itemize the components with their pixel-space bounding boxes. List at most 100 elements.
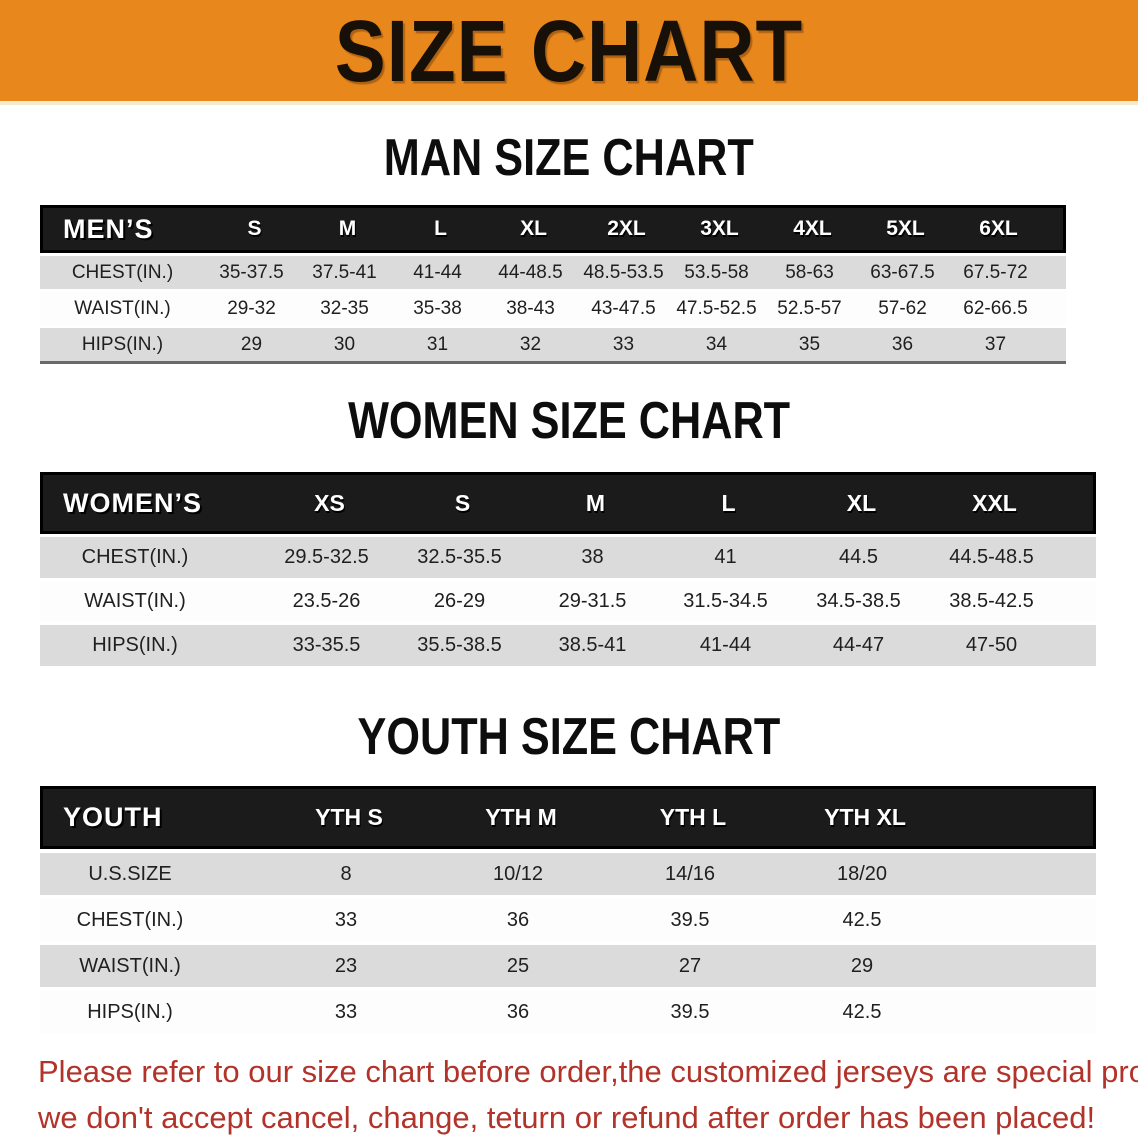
table-cell: 29	[240, 333, 263, 355]
row-label: CHEST(IN.)	[81, 546, 189, 568]
men-size-chart-section: MAN SIZE CHART MEN’S S M L XL 2XL 3XL 4XL 5XL 6XL C…	[0, 127, 1138, 364]
table-cell: 39.5	[670, 1000, 710, 1023]
row-spacer	[948, 899, 1096, 941]
column-header: YTH S	[315, 804, 383, 830]
table-cell: 36	[506, 1000, 530, 1023]
table-cell: 37.5-41	[312, 261, 377, 283]
table-cell: 30	[333, 333, 356, 355]
row-label: HIPS(IN.)	[92, 634, 178, 656]
table-cell: 36	[506, 908, 530, 931]
table-row: CHEST(IN.) 35-37.5 37.5-41 41-44 44-48.5 48.5…	[40, 256, 1066, 289]
row-label: U.S.SIZE	[88, 862, 172, 885]
row-spacer	[1058, 581, 1096, 622]
table-cell: 63-67.5	[870, 261, 935, 283]
table-cell: 29	[850, 954, 874, 977]
table-cell: 26-29	[433, 590, 486, 612]
table-header-row: WOMEN’S XS S M L XL XXL	[40, 472, 1096, 534]
banner-title: SIZE CHART	[334, 1, 804, 100]
table-cell: 41-44	[413, 261, 462, 283]
table-cell: 31	[426, 333, 449, 355]
table-cell: 35-37.5	[219, 261, 284, 283]
table-cell: 29-32	[227, 297, 276, 319]
table-cell: 29-31.5	[558, 590, 627, 612]
table-row: WAIST(IN.) 23.5-26 26-29 29-31.5 31.5-34.5 34…	[40, 581, 1096, 622]
table-corner-label: MEN’S	[63, 213, 154, 244]
column-header: XS	[314, 489, 345, 516]
table-cell: 14/16	[664, 862, 716, 885]
table-cell: 31.5-34.5	[683, 590, 768, 612]
youth-size-chart-heading: YOUTH SIZE CHART	[0, 707, 1138, 765]
table-cell: 41-44	[699, 634, 752, 656]
table-cell: 10/12	[492, 862, 544, 885]
table-cell: 44-48.5	[498, 261, 563, 283]
table-cell: 32	[519, 333, 542, 355]
row-spacer	[1042, 292, 1066, 325]
column-header: M	[338, 217, 357, 240]
table-cell: 47-50	[965, 634, 1018, 656]
table-corner-label: YOUTH	[63, 802, 163, 832]
table-cell: 32-35	[320, 297, 369, 319]
table-cell: 48.5-53.5	[583, 261, 664, 283]
table-cell: 42.5	[842, 1000, 882, 1023]
table-cell: 18/20	[836, 862, 888, 885]
row-spacer	[1042, 328, 1066, 361]
column-header: XL	[520, 217, 547, 240]
table-cell: 35	[798, 333, 821, 355]
table-cell: 27	[678, 954, 702, 977]
column-header: S	[454, 489, 471, 516]
row-label: WAIST(IN.)	[84, 590, 186, 612]
table-cell: 57-62	[878, 297, 927, 319]
table-cell: 32.5-35.5	[417, 546, 502, 568]
column-header: 5XL	[886, 217, 925, 240]
table-row: CHEST(IN.) 33 36 39.5 42.5	[40, 899, 1096, 941]
disclaimer-line-2: we don't accept cancel, change, teturn o…	[38, 1100, 1096, 1135]
table-cell: 44.5	[839, 546, 878, 568]
column-header: YTH L	[659, 804, 727, 830]
column-header: YTH XL	[824, 804, 906, 830]
table-cell: 33	[612, 333, 635, 355]
table-cell: 42.5	[842, 908, 882, 931]
table-cell: 44-47	[832, 634, 885, 656]
table-row: HIPS(IN.) 29 30 31 32 33 34 35 36 37	[40, 328, 1066, 361]
column-header: 3XL	[700, 217, 739, 240]
table-cell: 44.5-48.5	[949, 546, 1034, 568]
header-spacer	[1061, 475, 1093, 531]
row-label: WAIST(IN.)	[79, 954, 181, 977]
row-label: HIPS(IN.)	[87, 1000, 173, 1023]
table-header-row: MEN’S S M L XL 2XL 3XL 4XL 5XL 6XL	[40, 205, 1066, 253]
table-row: HIPS(IN.) 33 36 39.5 42.5	[40, 991, 1096, 1033]
table-cell: 29.5-32.5	[284, 546, 369, 568]
table-cell: 47.5-52.5	[676, 297, 757, 319]
order-disclaimer: Please refer to our size chart before or…	[38, 1049, 1138, 1141]
men-size-chart-heading: MAN SIZE CHART	[0, 127, 1138, 187]
men-size-chart-heading-text: MAN SIZE CHART	[384, 127, 754, 187]
table-cell: 34.5-38.5	[816, 590, 901, 612]
table-cell: 33-35.5	[292, 634, 361, 656]
row-spacer	[1058, 537, 1096, 578]
table-cell: 36	[891, 333, 914, 355]
women-size-chart-section: WOMEN SIZE CHART WOMEN’S XS S M L XL XXL CHEST(I…	[0, 391, 1138, 666]
youth-size-chart-section: YOUTH SIZE CHART YOUTH YTH S YTH M YTH L YTH …	[0, 707, 1138, 1033]
table-cell: 38.5-41	[558, 634, 627, 656]
table-cell: 35-38	[413, 297, 462, 319]
table-row: HIPS(IN.) 33-35.5 35.5-38.5 38.5-41 41-44 44-…	[40, 625, 1096, 666]
women-size-table: WOMEN’S XS S M L XL XXL CHEST(IN.) 29.5-32.5 32.5…	[40, 472, 1096, 666]
table-cell: 67.5-72	[963, 261, 1028, 283]
row-label: HIPS(IN.)	[81, 333, 164, 355]
table-cell: 41	[714, 546, 737, 568]
row-label: CHEST(IN.)	[76, 908, 184, 931]
row-spacer	[948, 945, 1096, 987]
youth-size-table: YOUTH YTH S YTH M YTH L YTH XL U.S.SIZE 8 10/12…	[40, 786, 1096, 1033]
women-size-chart-heading: WOMEN SIZE CHART	[0, 391, 1138, 449]
table-cell: 38.5-42.5	[949, 590, 1034, 612]
table-cell: 38	[581, 546, 604, 568]
table-cell: 25	[506, 954, 530, 977]
table-cell: 38-43	[506, 297, 555, 319]
table-row: U.S.SIZE 8 10/12 14/16 18/20	[40, 853, 1096, 895]
column-header: S	[247, 217, 262, 240]
table-row: CHEST(IN.) 29.5-32.5 32.5-35.5 38 41 44.5 44.5…	[40, 537, 1096, 578]
table-cell: 23	[334, 954, 358, 977]
table-header-row: YOUTH YTH S YTH M YTH L YTH XL	[40, 786, 1096, 849]
table-corner-label: WOMEN’S	[63, 487, 202, 518]
row-spacer	[948, 991, 1096, 1033]
